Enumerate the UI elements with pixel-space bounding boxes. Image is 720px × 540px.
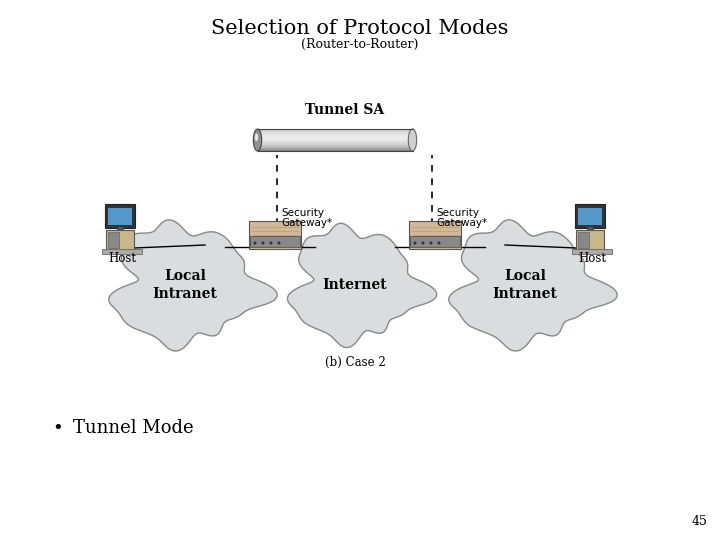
Bar <box>258 132 413 133</box>
Bar <box>258 137 413 138</box>
Circle shape <box>277 241 281 245</box>
Bar <box>258 136 413 137</box>
Text: (Router-to-Router): (Router-to-Router) <box>301 37 419 51</box>
Bar <box>258 145 413 146</box>
Ellipse shape <box>408 129 417 151</box>
Bar <box>258 150 413 151</box>
Circle shape <box>438 241 441 245</box>
Circle shape <box>430 241 433 245</box>
Text: 45: 45 <box>692 515 708 528</box>
Bar <box>258 133 413 134</box>
Bar <box>258 133 413 134</box>
Text: Security: Security <box>436 208 479 218</box>
Bar <box>117 226 123 230</box>
Bar <box>258 144 413 145</box>
Bar <box>410 237 460 247</box>
Bar <box>258 147 413 149</box>
Text: Host: Host <box>578 252 606 265</box>
Bar <box>258 142 413 143</box>
Bar <box>258 138 413 139</box>
Bar <box>587 226 593 230</box>
Polygon shape <box>109 220 277 351</box>
Bar <box>258 141 413 143</box>
Bar <box>258 140 413 141</box>
Bar <box>258 139 413 140</box>
Bar <box>258 140 413 141</box>
Bar <box>409 221 461 249</box>
Ellipse shape <box>255 133 258 141</box>
Bar <box>258 150 413 151</box>
Text: Security: Security <box>281 208 324 218</box>
Circle shape <box>253 241 256 245</box>
Circle shape <box>421 241 425 245</box>
Circle shape <box>261 241 264 245</box>
Bar <box>258 144 413 145</box>
Text: Internet: Internet <box>323 278 387 292</box>
Text: •: • <box>53 419 63 437</box>
Bar <box>258 132 413 133</box>
Text: Tunnel SA: Tunnel SA <box>305 103 384 117</box>
Circle shape <box>413 241 416 245</box>
Bar <box>258 131 413 132</box>
Bar <box>258 129 413 130</box>
Bar <box>258 131 413 132</box>
Bar <box>258 134 413 135</box>
Bar <box>258 147 413 148</box>
Bar <box>108 232 120 248</box>
Bar <box>105 204 135 228</box>
Ellipse shape <box>253 129 261 151</box>
Bar <box>258 130 413 131</box>
Text: Local
Intranet: Local Intranet <box>153 269 217 301</box>
Text: Gateway*: Gateway* <box>436 218 487 228</box>
Bar <box>258 146 413 147</box>
Bar <box>258 139 413 140</box>
Bar <box>258 138 413 139</box>
Bar <box>258 148 413 150</box>
Circle shape <box>269 241 272 245</box>
Bar <box>578 232 589 248</box>
Bar <box>102 249 142 254</box>
Bar <box>258 136 413 137</box>
Bar <box>258 143 413 144</box>
Polygon shape <box>449 220 617 351</box>
Bar <box>258 134 413 136</box>
Bar <box>572 249 612 254</box>
Bar <box>258 137 413 138</box>
Bar <box>575 204 605 228</box>
Polygon shape <box>287 223 436 348</box>
Text: (b) Case 2: (b) Case 2 <box>325 355 385 368</box>
Bar <box>258 149 413 150</box>
Bar <box>250 237 300 247</box>
Bar <box>258 129 413 130</box>
Bar <box>106 230 134 250</box>
Bar <box>249 221 301 249</box>
Bar <box>258 141 413 142</box>
Bar <box>578 208 602 225</box>
Text: Tunnel Mode: Tunnel Mode <box>73 419 194 437</box>
Text: Selection of Protocol Modes: Selection of Protocol Modes <box>211 18 509 37</box>
Text: Host: Host <box>108 252 136 265</box>
Bar <box>258 130 413 131</box>
Bar <box>258 148 413 149</box>
Bar <box>258 143 413 144</box>
Bar <box>576 230 604 250</box>
Bar <box>108 208 132 225</box>
Text: Local
Intranet: Local Intranet <box>492 269 557 301</box>
Text: Gateway*: Gateway* <box>281 218 332 228</box>
Bar <box>258 135 413 136</box>
